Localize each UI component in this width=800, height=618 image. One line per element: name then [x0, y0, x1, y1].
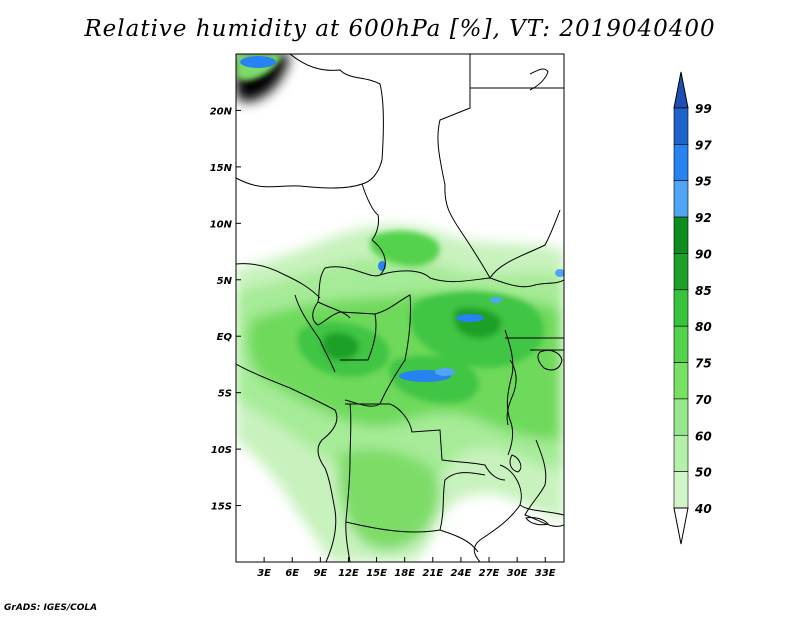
colorbar-level-label: 80 [695, 320, 712, 334]
humidity-north-patch [369, 230, 440, 267]
colorbar-level-label: 90 [695, 247, 712, 261]
map-title: Relative humidity at 600hPa [%], VT: 201… [84, 16, 716, 42]
saturated-patch [240, 56, 276, 68]
colorbar-level-label: 60 [695, 429, 712, 443]
saturated-patch [456, 314, 484, 322]
colorbar-segment [673, 216, 689, 254]
lat-tick-label: EQ [217, 332, 233, 343]
border-line [312, 301, 377, 361]
colorbar-segment [673, 107, 689, 145]
colorbar-top-arrow [673, 71, 689, 109]
colorbar-level-label: 40 [694, 502, 712, 516]
saturated-patch [435, 368, 455, 376]
lake-outline [506, 359, 517, 426]
lat-tick-label: 10S [211, 445, 232, 456]
lon-tick-label: 12E [338, 568, 359, 579]
colorbar-segment [673, 289, 689, 327]
lon-tick-label: 3E [257, 568, 271, 579]
lon-tick-label: 33E [535, 568, 556, 579]
lat-tick-label: 10N [210, 219, 233, 230]
grads-credit: GrADS: IGES/COLA [4, 603, 98, 613]
lat-tick-label: 5S [218, 389, 232, 400]
colorbar-segment [673, 471, 689, 509]
border-line [236, 263, 321, 299]
coastline [294, 294, 336, 373]
lat-tick-label: 5N [217, 276, 233, 287]
border-line [524, 439, 564, 527]
border-line [437, 54, 491, 279]
lon-tick-label: 21E [422, 568, 443, 579]
humidity-92-core [322, 332, 359, 360]
lake-outline [525, 517, 549, 526]
colorbar-level-label: 85 [695, 284, 712, 298]
colorbar-segment [673, 398, 689, 436]
colorbar-level-label: 99 [695, 102, 712, 116]
lat-tick-label: 20N [210, 106, 233, 117]
lon-tick-label: 6E [285, 568, 299, 579]
longitude-axis: 3E 6E 9E 12E 15E 18E 21E 24E 27E 30E 33E [257, 557, 556, 579]
colorbar-bottom-arrow [673, 507, 689, 545]
colorbar-level-label: 97 [695, 138, 712, 152]
border-line [236, 177, 379, 241]
colorbar-segment [673, 325, 689, 363]
lake-outline [509, 454, 522, 473]
lon-tick-label: 15E [366, 568, 387, 579]
border-line [489, 209, 561, 279]
coastline [236, 363, 338, 562]
humidity-95-99-patches [240, 56, 564, 382]
colorbar-level-label: 70 [695, 393, 712, 407]
colorbar-level-label: 95 [695, 175, 712, 189]
border-line [289, 54, 384, 185]
humidity-south-patch [338, 448, 440, 551]
border-line [345, 521, 479, 553]
colorbar-segment [673, 253, 689, 291]
plot-area: 20N 15N 10N 5N EQ 5S 10S 15S 3E 6E 9E 12E 15E 18E 21E… [210, 53, 565, 579]
colorbar: 99 97 95 92 90 85 80 75 70 60 50 40 [673, 71, 712, 545]
latitude-axis: 20N 15N 10N 5N EQ 5S 10S 15S [210, 106, 241, 513]
saturated-patch [555, 269, 564, 277]
border-line [344, 294, 412, 407]
lon-tick-label: 27E [479, 568, 500, 579]
colorbar-level-label: 50 [695, 466, 712, 480]
lon-tick-label: 18E [394, 568, 415, 579]
coastline [529, 68, 549, 91]
lon-tick-label: 9E [313, 568, 327, 579]
border-line [504, 329, 514, 456]
lat-tick-label: 15N [210, 163, 233, 174]
lat-tick-label: 15S [211, 502, 232, 513]
colorbar-segment [673, 362, 689, 400]
colorbar-segment [673, 434, 689, 472]
border-line [345, 403, 506, 481]
humidity-field [236, 54, 564, 562]
border-line [473, 504, 521, 562]
lon-tick-label: 24E [451, 568, 472, 579]
colorbar-segment [673, 144, 689, 182]
colorbar-level-label: 75 [695, 357, 712, 371]
plot-frame [235, 53, 565, 563]
saturated-patch [490, 297, 502, 303]
lon-tick-label: 30E [507, 568, 528, 579]
border-line [317, 239, 386, 319]
country-borders [236, 54, 564, 562]
lake-outline [537, 349, 563, 371]
border-line [439, 472, 486, 531]
colorbar-segment [673, 180, 689, 218]
border-line [345, 403, 352, 562]
colorbar-level-label: 92 [695, 211, 712, 225]
